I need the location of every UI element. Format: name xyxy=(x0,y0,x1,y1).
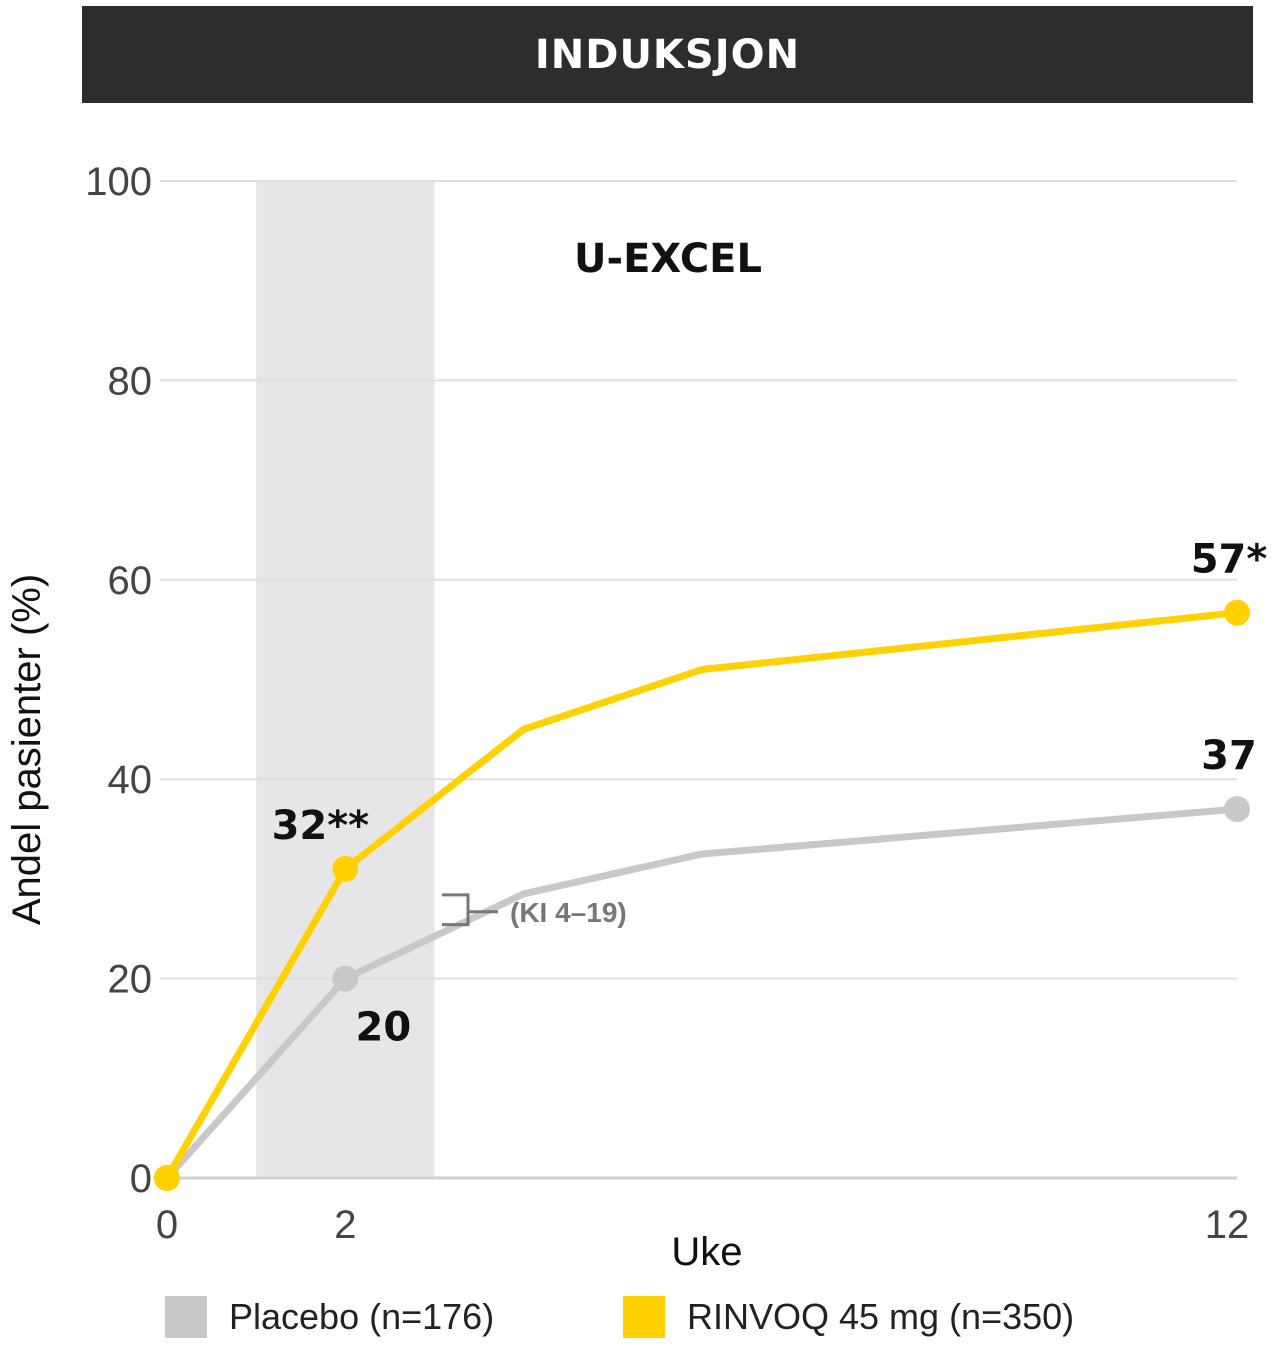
data-point-0-1 xyxy=(332,965,359,992)
line-chart: 0 20 40 60 80 100 0 2 12 Uke Andel pasienter (%) U-… xyxy=(5,160,1268,1274)
data-point-1-0 xyxy=(154,1165,180,1191)
x-tick-label: 2 xyxy=(334,1203,356,1247)
y-tick-label: 0 xyxy=(130,1157,152,1201)
data-point-0-4 xyxy=(1224,796,1250,823)
legend-swatch-rinvoq xyxy=(623,1296,665,1338)
series-line-1 xyxy=(163,609,1241,1182)
highlight-band xyxy=(256,181,435,1178)
y-tick-label: 20 xyxy=(108,958,153,1002)
legend-label-placebo: Placebo (n=176) xyxy=(229,1296,495,1337)
series-line-0 xyxy=(163,805,1241,1182)
data-label: 57* xyxy=(1191,537,1268,583)
data-point-1-1 xyxy=(332,855,359,882)
chart-title: U-EXCEL xyxy=(574,236,762,282)
header-title: INDUKSJON xyxy=(534,31,801,78)
x-tick-label: 12 xyxy=(1205,1203,1250,1247)
legend-item-placebo: Placebo (n=176) xyxy=(165,1296,494,1338)
data-label: 37 xyxy=(1201,733,1257,779)
header-bar: INDUKSJON xyxy=(82,6,1253,103)
legend: Placebo (n=176) RINVOQ 45 mg (n=350) xyxy=(0,1296,1280,1346)
legend-label-rinvoq: RINVOQ 45 mg (n=350) xyxy=(687,1296,1075,1337)
legend-item-rinvoq: RINVOQ 45 mg (n=350) xyxy=(623,1296,1074,1338)
legend-swatch-placebo xyxy=(165,1296,207,1338)
y-axis-label: Andel pasienter (%) xyxy=(5,574,49,925)
x-tick-label: 0 xyxy=(156,1203,178,1247)
data-label: 32** xyxy=(272,803,370,849)
ci-bracket xyxy=(442,893,470,927)
y-tick-label: 80 xyxy=(108,359,153,403)
x-axis-label: Uke xyxy=(671,1230,742,1274)
y-tick-label: 60 xyxy=(108,559,153,603)
y-tick-label: 40 xyxy=(108,758,153,802)
data-point-1-4 xyxy=(1224,599,1250,626)
y-tick-label: 100 xyxy=(85,160,152,204)
ci-annotation: (KI 4–19) xyxy=(510,897,627,928)
data-label: 20 xyxy=(355,1005,411,1051)
